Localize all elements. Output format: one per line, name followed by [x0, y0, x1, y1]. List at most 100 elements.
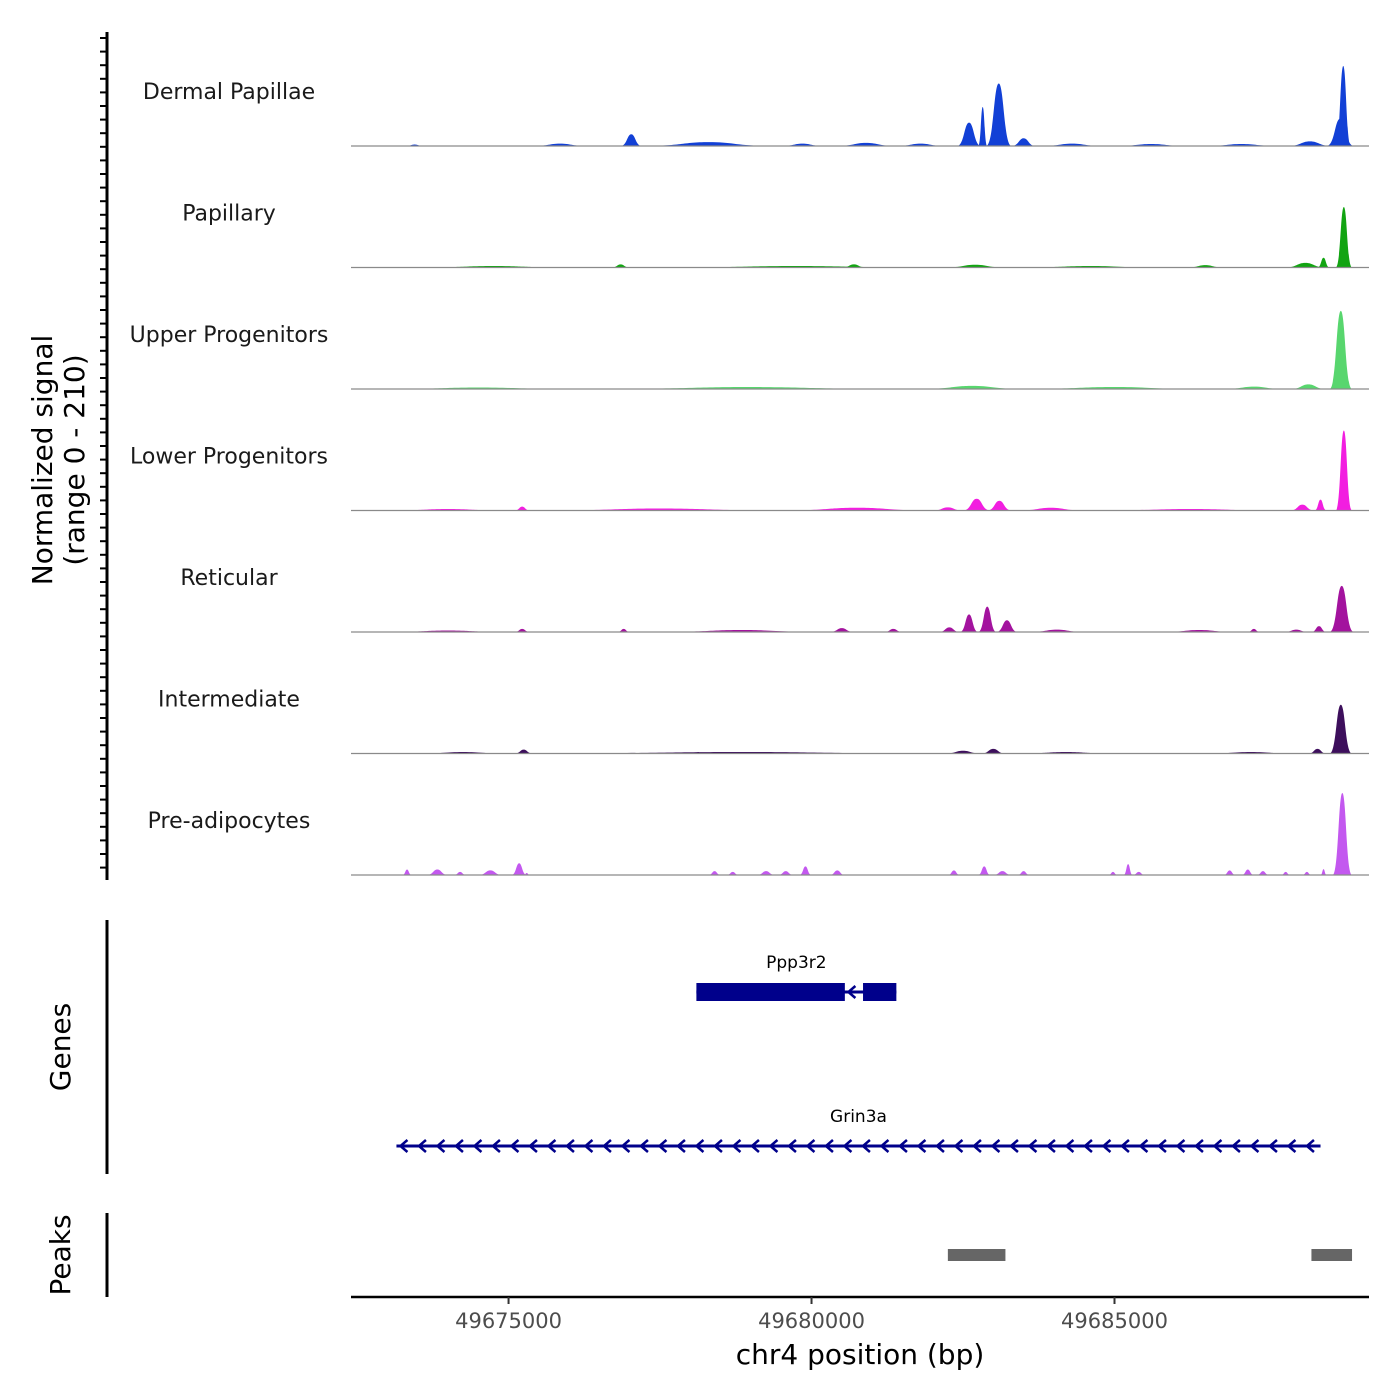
strand-arrow	[1027, 1139, 1038, 1153]
coverage-peak	[978, 106, 988, 146]
coverage-peak	[1017, 871, 1030, 875]
coverage-peak	[617, 628, 630, 632]
coverage-peak	[1311, 626, 1327, 632]
coverage-peak	[1314, 499, 1327, 511]
coverage-peak	[993, 871, 1012, 875]
strand-arrow	[953, 1139, 964, 1153]
strand-arrow	[509, 1139, 520, 1153]
strand-arrow	[1212, 1139, 1223, 1153]
strand-arrow	[879, 1139, 890, 1153]
coverage-peak	[829, 628, 854, 632]
coverage-peak	[478, 870, 503, 875]
coverage-peak	[959, 614, 979, 632]
coverage-peak	[947, 870, 960, 875]
coverage-peak	[1302, 871, 1312, 875]
coverage-peak	[1290, 384, 1327, 389]
coverage-peak	[1329, 310, 1353, 389]
coverage-peak	[1123, 864, 1133, 875]
track-label: Upper Progenitors	[130, 323, 329, 348]
y-axis-title-line2: (range 0 - 210)	[58, 354, 91, 565]
peak-region	[947, 1249, 1006, 1261]
coverage-peak	[620, 134, 642, 146]
coverage-peak	[1247, 628, 1260, 632]
x-tick-label: 49680000	[758, 1309, 865, 1333]
strand-arrow	[1046, 1139, 1056, 1153]
coverage-peak	[996, 620, 1018, 632]
strand-arrow	[916, 1139, 927, 1153]
coverage-peak	[1287, 141, 1333, 146]
strand-arrow	[1175, 1139, 1186, 1153]
strand-arrow	[1286, 1139, 1297, 1153]
strand-arrow	[768, 1139, 779, 1153]
coverage-peak	[756, 871, 776, 875]
coverage-peak	[426, 869, 448, 875]
coverage-peak	[956, 122, 982, 146]
track-label: Pre-adipocytes	[148, 809, 311, 834]
coverage-peak	[841, 264, 867, 268]
strand-arrow	[1101, 1139, 1112, 1153]
gene-exon	[863, 983, 897, 1001]
strand-arrow	[1009, 1139, 1019, 1153]
track-reticular: Reticular	[180, 566, 1369, 633]
strand-arrow	[639, 1139, 649, 1153]
coverage-peak	[978, 606, 997, 632]
gene-exon	[696, 983, 845, 1001]
gene-label: Ppp3r2	[766, 953, 826, 973]
strand-arrow	[787, 1139, 797, 1153]
gene-label: Grin3a	[830, 1107, 887, 1127]
coverage-peak	[1223, 870, 1236, 875]
x-axis-title: chr4 position (bp)	[736, 1338, 985, 1371]
strand-arrow	[1064, 1139, 1075, 1153]
coverage-peak	[778, 871, 794, 875]
peaks-panel-title: Peaks	[44, 1214, 77, 1295]
coverage-peak	[1281, 871, 1291, 875]
coverage-peak	[932, 507, 964, 511]
strand-arrow	[1231, 1139, 1241, 1153]
genes-panel: Genes Ppp3r2 Grin3a	[44, 920, 1321, 1174]
x-tick-label: 49675000	[455, 1309, 562, 1333]
strand-arrow	[990, 1139, 1001, 1153]
strand-arrow	[435, 1139, 446, 1153]
coverage-tracks: Dermal Papillae Papillary Upper Progenitor…	[130, 65, 1369, 876]
coverage-peak	[835, 142, 897, 146]
strand-arrow	[935, 1139, 945, 1153]
coverage-peak	[708, 871, 721, 875]
track-pre-adipocytes: Pre-adipocytes	[148, 793, 1369, 876]
coverage-peak	[402, 869, 412, 875]
track-papillary: Papillary	[182, 202, 1369, 269]
genes-panel-title: Genes	[44, 1003, 77, 1091]
coverage-peak	[1335, 430, 1353, 511]
coverage-peak	[829, 870, 845, 875]
strand-arrow	[472, 1139, 483, 1153]
coverage-peak	[511, 863, 527, 875]
coverage-peak	[799, 866, 812, 875]
coverage-peak	[726, 871, 739, 875]
coverage-peak	[1329, 585, 1354, 632]
strand-arrow	[620, 1139, 631, 1153]
y-axis-title-line1: Normalized signal	[26, 335, 59, 586]
track-label: Reticular	[180, 566, 278, 591]
strand-arrow	[417, 1139, 427, 1153]
coverage-peak	[987, 500, 1012, 511]
coverage-peak	[944, 264, 1006, 268]
strand-arrow	[565, 1139, 575, 1153]
strand-arrow	[1268, 1139, 1278, 1153]
peak-regions	[947, 1249, 1353, 1261]
coverage-peak	[1317, 257, 1330, 268]
track-label: Lower Progenitors	[130, 445, 328, 470]
strand-arrow	[861, 1139, 871, 1153]
coverage-peak	[1011, 138, 1036, 146]
strand-arrow	[731, 1139, 742, 1153]
strand-arrow	[750, 1139, 760, 1153]
strand-arrow	[546, 1139, 557, 1153]
coverage-peak	[1241, 869, 1254, 875]
x-axis-ticks: 49675000 49680000 49685000	[455, 1297, 1168, 1333]
strand-arrow	[398, 1139, 409, 1153]
coverage-peak	[1132, 871, 1145, 875]
y-axis-title: Normalized signal (range 0 - 210)	[26, 335, 91, 586]
x-tick-label: 49685000	[1061, 1309, 1168, 1333]
strand-arrow	[1194, 1139, 1204, 1153]
coverage-peak	[978, 866, 991, 875]
coverage-peak	[514, 749, 533, 754]
